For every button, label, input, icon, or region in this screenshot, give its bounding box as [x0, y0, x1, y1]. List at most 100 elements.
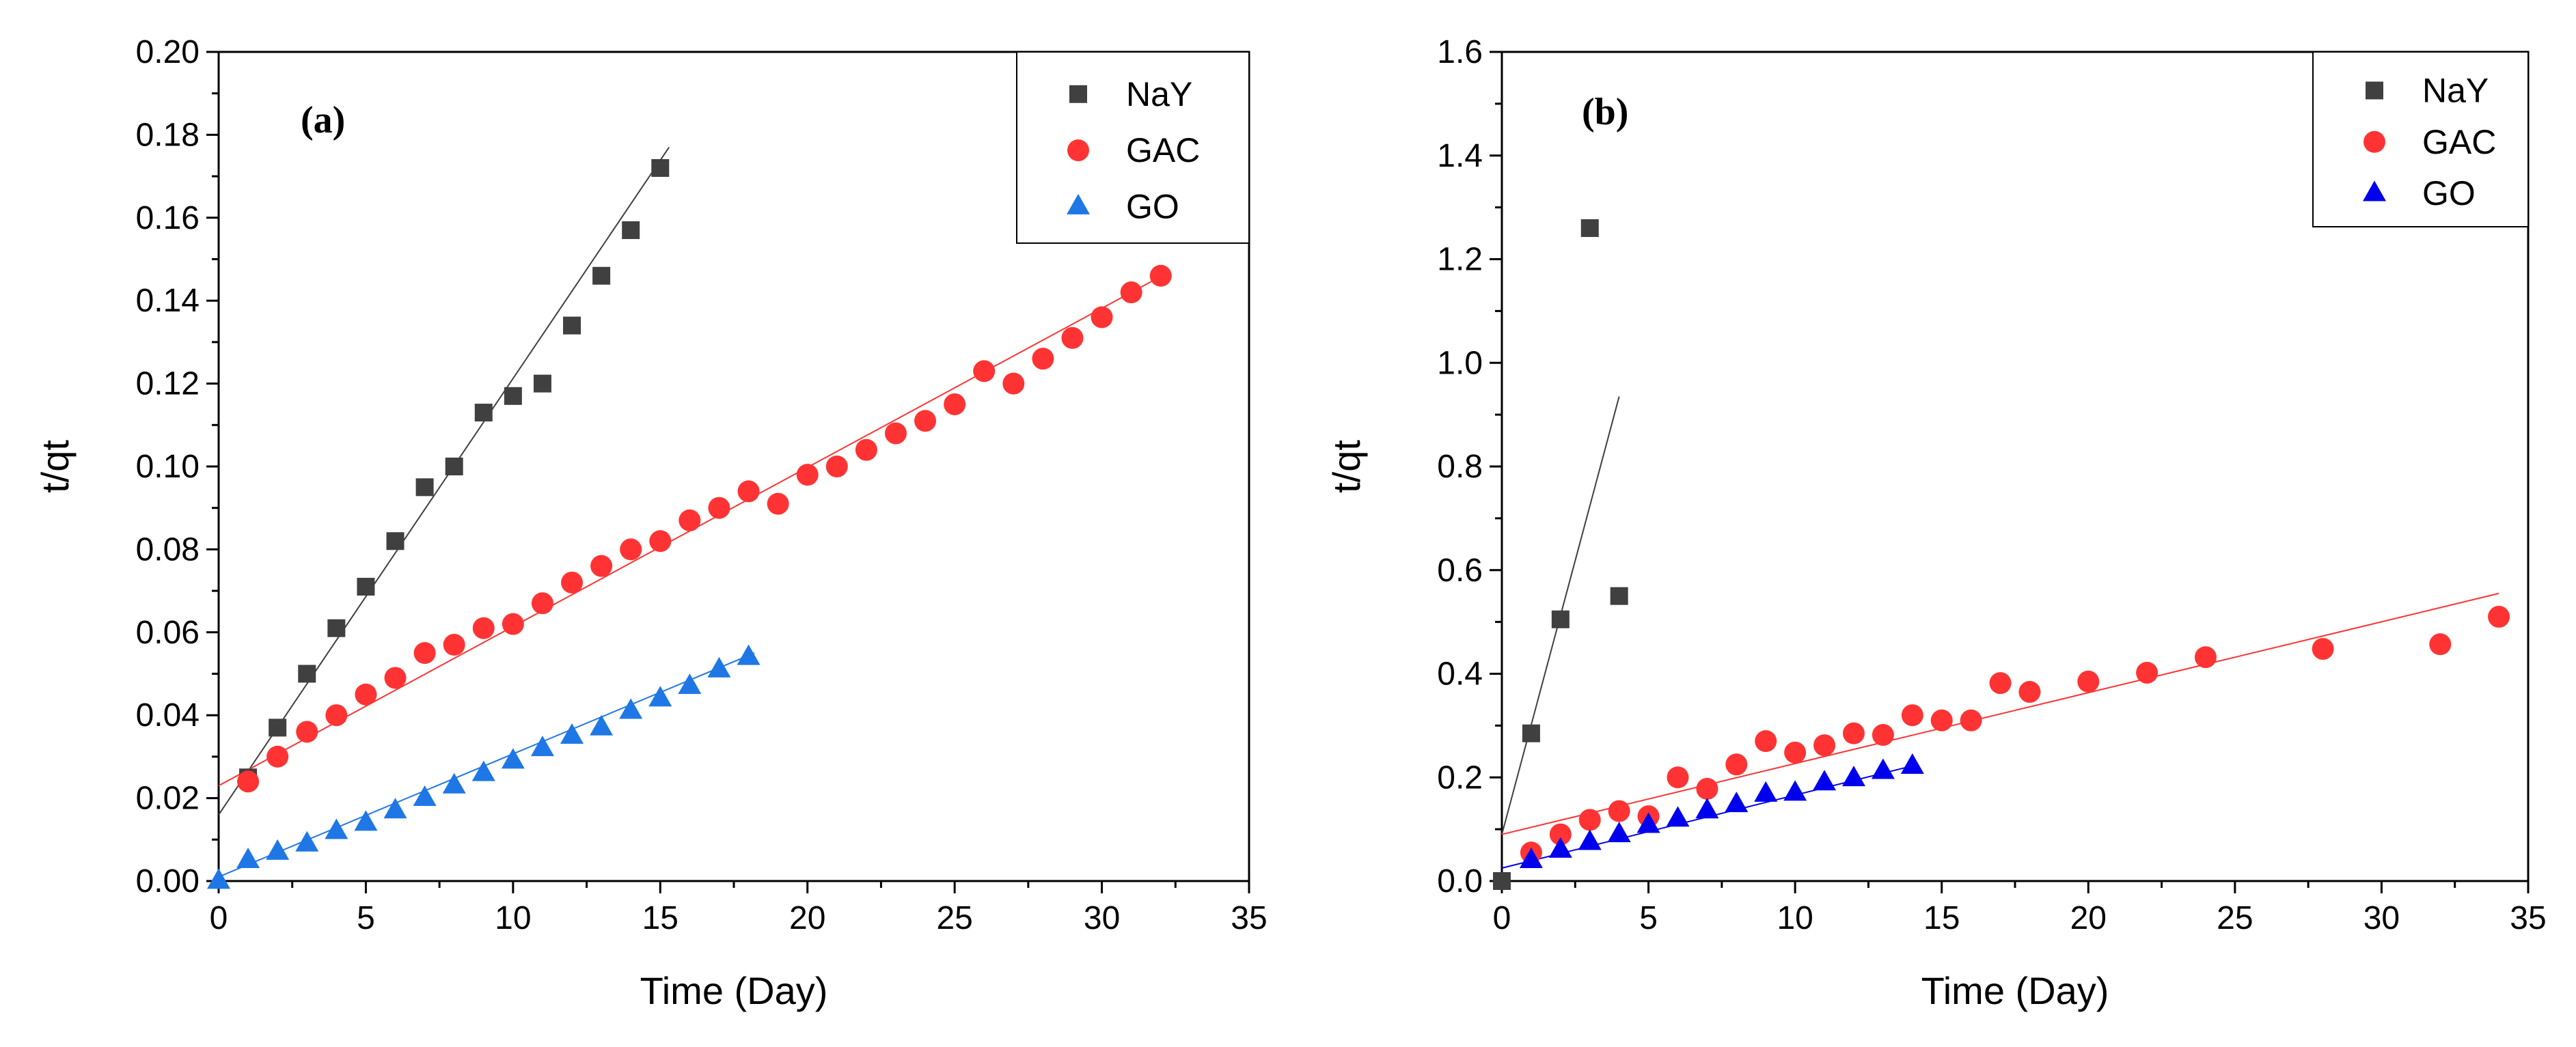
- data-point-gac: [679, 509, 701, 531]
- y-tick-label: 0.04: [136, 697, 200, 734]
- data-point-gac: [1120, 281, 1142, 304]
- y-tick-label: 0.12: [136, 366, 200, 402]
- data-point-gac: [296, 721, 318, 743]
- data-point-gac: [973, 360, 996, 382]
- data-point-gac: [1696, 777, 1718, 800]
- y-tick-label: 0.08: [136, 531, 200, 568]
- data-point-go: [1725, 792, 1749, 813]
- data-point-nay: [1580, 219, 1599, 237]
- y-tick-label: 1.2: [1437, 242, 1483, 278]
- y-tick-label: 0.06: [136, 615, 200, 651]
- data-point-go: [413, 785, 437, 806]
- fit-line-nay: [218, 147, 670, 815]
- y-tick-label: 1.6: [1437, 34, 1483, 70]
- data-point-gac: [561, 571, 584, 594]
- y-tick-label: 0.6: [1437, 553, 1483, 589]
- data-point-gac: [1784, 741, 1807, 764]
- data-point-gac: [443, 634, 465, 656]
- data-point-gac: [2194, 646, 2217, 669]
- legend-marker-nay: [1069, 85, 1087, 103]
- data-point-gac: [944, 393, 966, 415]
- data-point-go: [1754, 781, 1778, 802]
- data-point-nay: [533, 374, 551, 393]
- data-point-gac: [1549, 823, 1572, 846]
- data-point-gac: [708, 497, 730, 519]
- y-tick-label: 0.00: [136, 863, 200, 899]
- data-point-go: [707, 656, 731, 678]
- data-point-gac: [590, 555, 613, 577]
- data-point-go: [295, 830, 319, 852]
- legend-marker-go: [1067, 193, 1090, 214]
- data-point-gac: [796, 464, 819, 486]
- data-point-go: [1871, 758, 1895, 779]
- data-point-gac: [1989, 672, 2012, 695]
- data-point-go: [1519, 848, 1543, 869]
- data-point-gac: [355, 683, 377, 706]
- y-tick-label: 0.20: [136, 34, 200, 70]
- data-point-gac: [2429, 633, 2452, 656]
- data-point-go: [207, 868, 230, 889]
- data-point-gac: [620, 538, 642, 561]
- x-tick-label: 0: [1493, 900, 1511, 936]
- data-point-gac: [1002, 372, 1025, 395]
- data-point-go: [1578, 829, 1602, 850]
- data-point-gac: [825, 456, 848, 477]
- data-point-gac: [1755, 730, 1777, 753]
- data-point-nay: [504, 387, 522, 405]
- data-point-gac: [2077, 670, 2100, 693]
- fit-line-go: [218, 652, 755, 878]
- legend-label-nay: NaY: [1126, 75, 1192, 113]
- legend-box: [2312, 51, 2529, 227]
- data-point-go: [1666, 806, 1690, 827]
- data-point-go: [530, 736, 554, 757]
- y-tick-label: 1.4: [1437, 138, 1483, 174]
- data-point-go: [619, 698, 643, 719]
- x-tick-label: 10: [1777, 900, 1813, 936]
- panel-label: (a): [301, 99, 345, 141]
- data-point-gac: [855, 438, 877, 461]
- data-point-go: [1813, 770, 1837, 791]
- x-axis-title: Time (Day): [1921, 969, 2109, 1012]
- panel-b-chart: 0 5 10 15 20 25 30 35 0.0 0.2 0.4 0.6 0.8 1.0 1.2 1.4 1.…: [1325, 34, 2547, 1012]
- y-tick-label: 0.14: [136, 283, 200, 319]
- data-point-nay: [563, 316, 581, 335]
- data-point-gac: [531, 592, 553, 615]
- x-tick-label: 0: [210, 900, 228, 936]
- data-point-go: [1783, 780, 1807, 801]
- legend-marker-gac: [2363, 130, 2385, 153]
- data-point-nay: [622, 221, 640, 240]
- x-tick-label: 20: [2070, 900, 2107, 936]
- data-point-nay: [445, 458, 463, 475]
- data-point-gac: [2136, 661, 2159, 684]
- data-point-gac: [649, 530, 672, 553]
- data-point-gac: [1061, 326, 1084, 349]
- panel-a-chart: 0 5 10 15 20 25 30 35 0.00 0.02 0.04 0.06 0.08 0.10 0.…: [33, 34, 1268, 1012]
- legend-marker-go: [2363, 180, 2386, 201]
- legend-box: [1016, 51, 1250, 244]
- data-point-nay: [592, 266, 611, 285]
- data-point-gac: [1725, 753, 1748, 776]
- data-point-gac: [2018, 681, 2041, 703]
- x-tick-label: 10: [495, 900, 531, 936]
- data-point-gac: [914, 410, 937, 432]
- y-tick-label: 0.4: [1437, 656, 1483, 693]
- data-point-nay: [651, 158, 670, 177]
- data-point-go: [325, 818, 348, 839]
- y-tick-label: 0.10: [136, 449, 200, 485]
- y-axis-title: t/qt: [33, 440, 77, 493]
- x-tick-label: 5: [357, 900, 375, 936]
- x-tick-label: 30: [1084, 900, 1120, 936]
- data-point-go: [354, 810, 378, 831]
- data-point-go: [737, 644, 761, 665]
- data-point-gac: [1813, 734, 1836, 757]
- fit-line-gac: [1501, 592, 2499, 835]
- data-point-nay: [327, 619, 346, 637]
- y-tick-label: 0.16: [136, 200, 200, 236]
- data-point-go: [236, 848, 260, 869]
- data-point-gac: [266, 745, 289, 768]
- data-point-gac: [1032, 348, 1054, 370]
- data-point-gac: [2312, 638, 2334, 660]
- data-point-nay: [415, 478, 434, 497]
- y-tick-label: 1.0: [1437, 345, 1483, 381]
- y-axis-title: t/qt: [1325, 440, 1368, 493]
